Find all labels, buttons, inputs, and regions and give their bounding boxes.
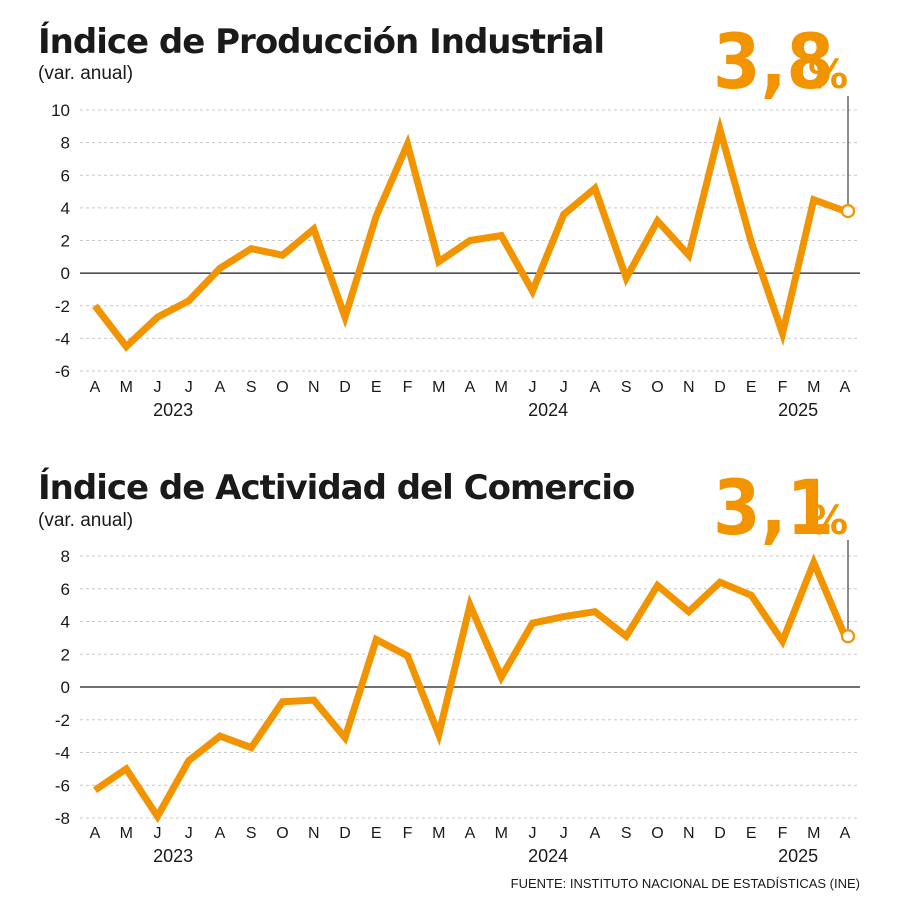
- chart1-highlight-unit: %: [808, 52, 848, 98]
- chart2-highlight-value: 3,1: [713, 463, 834, 552]
- chart2-year-label: 2024: [528, 846, 568, 866]
- chart2-year-label: 2025: [778, 846, 818, 866]
- chart2-series-line: [93, 553, 849, 824]
- chart2-x-tick-label: S: [621, 825, 632, 842]
- chart1-last-point-marker: [840, 204, 856, 219]
- chart2-x-tick-label: D: [714, 825, 726, 842]
- chart2-x-tick-label: D: [339, 825, 351, 842]
- chart2-x-tick-label: S: [246, 825, 257, 842]
- chart2-y-tick-label: -8: [55, 809, 70, 828]
- chart1-subtitle: (var. anual): [38, 63, 133, 84]
- chart1-y-tick-label: -6: [55, 362, 70, 381]
- chart1-highlight-value: 3,8: [713, 17, 834, 106]
- chart2-x-tick-label: N: [308, 825, 320, 842]
- chart1-y-tick-label: 0: [61, 264, 70, 283]
- chart1-x-tick-label: E: [371, 379, 382, 396]
- chart1-x-tick-label: O: [651, 379, 663, 396]
- chart1-x-tick-label: S: [246, 379, 257, 396]
- chart2-x-tick-label: E: [371, 825, 382, 842]
- chart2-x-tick-label: O: [651, 825, 663, 842]
- chart2-x-tick-label: J: [154, 825, 162, 842]
- chart2-last-point-marker: [840, 629, 856, 644]
- chart1-x-tick-label: A: [215, 379, 226, 396]
- chart2-subtitle: (var. anual): [38, 510, 133, 531]
- chart2-y-tick-label: 8: [61, 547, 70, 566]
- chart2-y-tick-label: 0: [61, 678, 70, 697]
- chart1-x-tick-label: D: [714, 379, 726, 396]
- chart2-highlight-unit: %: [808, 498, 848, 544]
- chart1-x-tick-label: F: [403, 379, 413, 396]
- chart2-x-tick-label: J: [185, 825, 193, 842]
- chart1-x-tick-label: N: [308, 379, 320, 396]
- chart1-x-tick-label: A: [90, 379, 101, 396]
- chart1-x-tick-label: M: [495, 379, 508, 396]
- chart2-year-label: 2023: [153, 846, 193, 866]
- chart1-x-tick-label: J: [560, 379, 568, 396]
- chart1-y-tick-label: 8: [61, 134, 70, 153]
- chart2-x-tick-label: N: [683, 825, 695, 842]
- chart1-y-tick-label: 4: [61, 199, 70, 218]
- chart1-y-tick-label: 2: [61, 232, 70, 251]
- chart1-x-tick-label: J: [154, 379, 162, 396]
- chart1-year-label: 2023: [153, 400, 193, 420]
- chart2-x-tick-label: M: [495, 825, 508, 842]
- chart2-x-tick-label: F: [778, 825, 788, 842]
- chart1-plot: 10 8 6 4 2 0 -2 -4 -6 A M J J A S O N D E F M A M J J A S O N D E F M A 20…: [51, 96, 860, 420]
- chart1-x-tick-label: N: [683, 379, 695, 396]
- chart2-x-tick-label: A: [590, 825, 601, 842]
- chart2-x-tick-label: M: [120, 825, 133, 842]
- chart2-x-tick-label: A: [465, 825, 476, 842]
- chart2-y-tick-label: 4: [61, 613, 70, 632]
- chart2-x-tick-label: A: [840, 825, 851, 842]
- chart1-x-tick-label: A: [840, 379, 851, 396]
- chart1-x-tick-label: F: [778, 379, 788, 396]
- chart1-x-tick-label: J: [185, 379, 193, 396]
- chart1-x-tick-label: M: [120, 379, 133, 396]
- chart2-x-tick-label: M: [432, 825, 445, 842]
- chart1-y-tick-label: 6: [61, 166, 70, 185]
- chart1-y-tick-label: -4: [55, 329, 70, 348]
- chart2-title: Índice de Actividad del Comercio: [38, 467, 634, 508]
- chart2-x-tick-label: J: [529, 825, 537, 842]
- chart2-x-tick-label: M: [807, 825, 820, 842]
- chart2-y-tick-label: -4: [55, 744, 70, 763]
- chart1-x-tick-label: M: [807, 379, 820, 396]
- chart2-plot: 8 6 4 2 0 -2 -4 -6 -8 A M J J A S O N D E F M A M J J A S O N D E F M A 20…: [55, 540, 860, 866]
- chart1-y-tick-label: 10: [51, 101, 70, 120]
- chart2-x-tick-label: A: [90, 825, 101, 842]
- chart2-x-tick-label: E: [746, 825, 757, 842]
- chart2-y-tick-label: 6: [61, 580, 70, 599]
- chart1-year-label: 2024: [528, 400, 568, 420]
- chart1-title: Índice de Producción Industrial: [38, 21, 604, 62]
- chart2-x-tick-label: A: [215, 825, 226, 842]
- chart2-y-tick-label: -6: [55, 776, 70, 795]
- chart1-y-tick-label: -2: [55, 297, 70, 316]
- chart1-x-tick-label: J: [529, 379, 537, 396]
- chart1-series-line: [92, 115, 847, 352]
- source-note: FUENTE: INSTITUTO NACIONAL DE ESTADÍSTIC…: [511, 876, 860, 891]
- chart1-x-tick-label: M: [432, 379, 445, 396]
- chart1-x-tick-label: E: [746, 379, 757, 396]
- chart1-x-tick-label: A: [590, 379, 601, 396]
- chart2-y-tick-label: -2: [55, 711, 70, 730]
- chart1-x-tick-label: A: [465, 379, 476, 396]
- chart1-year-label: 2025: [778, 400, 818, 420]
- chart2-x-tick-label: O: [276, 825, 288, 842]
- chart1-x-tick-label: O: [276, 379, 288, 396]
- chart1-x-tick-label: S: [621, 379, 632, 396]
- chart2-y-tick-label: 2: [61, 645, 70, 664]
- chart2-x-tick-label: F: [403, 825, 413, 842]
- chart1-x-tick-label: D: [339, 379, 351, 396]
- chart2-x-tick-label: J: [560, 825, 568, 842]
